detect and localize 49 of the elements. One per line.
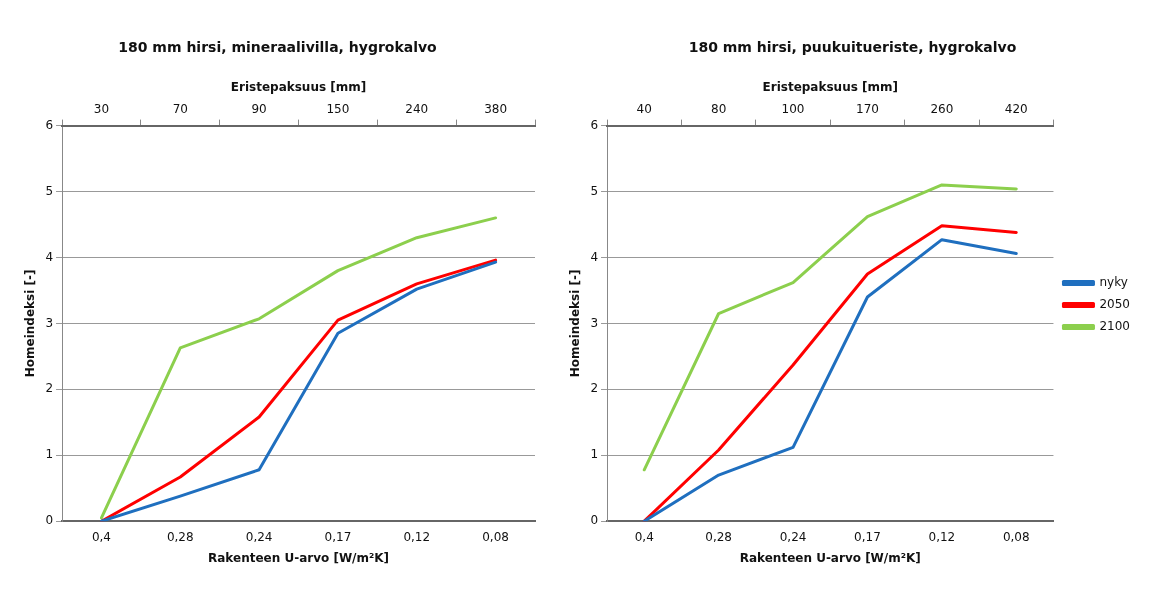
y-tick-label: 5 bbox=[45, 183, 54, 198]
text: 80 bbox=[711, 101, 727, 116]
y-tick-label: 0 bbox=[590, 513, 599, 528]
x-axis-title: Rakenteen U-arvo [W/m²K] bbox=[207, 550, 390, 565]
legend-label: 2100 bbox=[1099, 319, 1131, 334]
text: 380 bbox=[484, 101, 508, 116]
y-axis-title: Homeindeksi [-] bbox=[23, 269, 38, 378]
y-tick-label: 5 bbox=[590, 183, 599, 198]
legend-label: 2050 bbox=[1099, 297, 1131, 312]
text: 90 bbox=[251, 101, 267, 116]
legend-label: nyky bbox=[1099, 275, 1128, 290]
y-tick-label: 6 bbox=[45, 117, 54, 132]
y-tick-label: 4 bbox=[45, 249, 54, 264]
x2-axis-title: Eristepaksuus [mm] bbox=[762, 80, 898, 95]
x-tick-label: 0,24 bbox=[779, 529, 807, 544]
y-tick-label: 1 bbox=[45, 447, 54, 462]
x-tick-label: 0,17 bbox=[854, 529, 881, 544]
x-tick-label: 0,17 bbox=[324, 529, 352, 544]
x-tick-label: 0,28 bbox=[705, 529, 732, 544]
chart-title: 180 mm hirsi, mineraalivilla, hygrokalvo bbox=[118, 39, 438, 56]
y-tick-label: 3 bbox=[590, 315, 599, 330]
text: 100 bbox=[781, 101, 805, 116]
x-tick-label: 0,08 bbox=[482, 529, 509, 544]
text: 170 bbox=[856, 101, 879, 116]
y-tick-label: 6 bbox=[590, 117, 599, 132]
text: 260 bbox=[930, 101, 954, 116]
text: 240 bbox=[405, 101, 429, 116]
y-tick-label: 1 bbox=[590, 447, 599, 462]
y-axis-title: Homeindeksi [-] bbox=[568, 269, 583, 378]
y-tick-label: 3 bbox=[45, 315, 54, 330]
y-tick-label: 0 bbox=[45, 513, 54, 528]
text: 30 bbox=[93, 101, 110, 116]
text: 70 bbox=[172, 101, 188, 116]
y-tick-label: 2 bbox=[590, 381, 599, 396]
x2-axis-title: Eristepaksuus [mm] bbox=[230, 80, 367, 95]
x-tick-label: 0,4 bbox=[634, 529, 654, 544]
x-tick-label: 0,08 bbox=[1002, 529, 1030, 544]
x-axis-title: Rakenteen U-arvo [W/m²K] bbox=[739, 550, 921, 565]
chart-title: 180 mm hirsi, puukuitueriste, hygrokalvo bbox=[688, 39, 1017, 56]
x-tick-label: 0,24 bbox=[245, 529, 273, 544]
text: 150 bbox=[326, 101, 350, 116]
y-tick-label: 4 bbox=[590, 249, 599, 264]
x-tick-label: 0,28 bbox=[166, 529, 194, 544]
y-tick-label: 2 bbox=[45, 381, 54, 396]
x-tick-label: 0,12 bbox=[403, 529, 431, 544]
text: 420 bbox=[1004, 101, 1028, 116]
x-tick-label: 0,4 bbox=[91, 529, 111, 544]
text: 40 bbox=[636, 101, 652, 116]
x-tick-label: 0,12 bbox=[928, 529, 956, 544]
